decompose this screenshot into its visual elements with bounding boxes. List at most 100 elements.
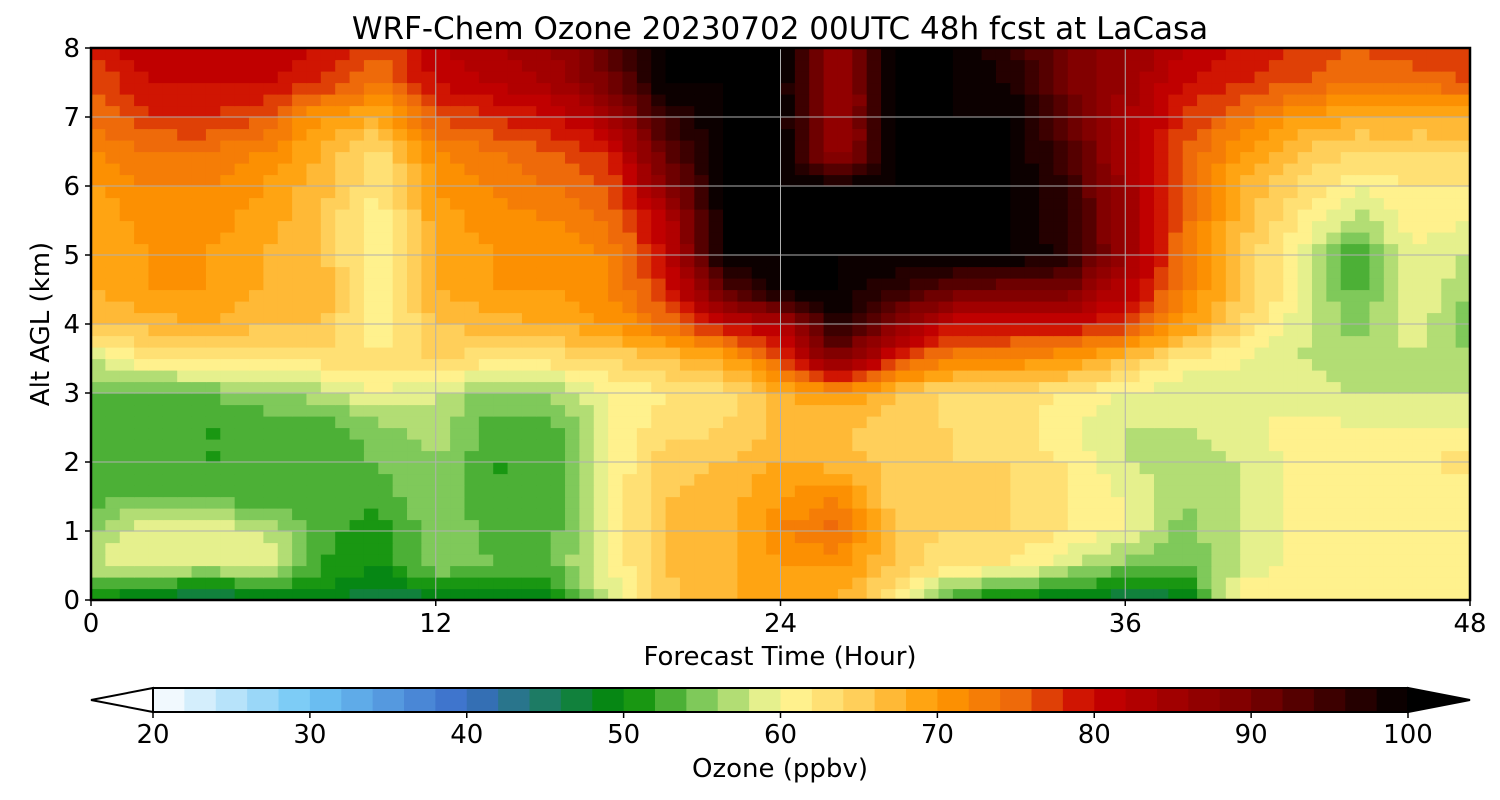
heatmap-cell — [823, 71, 839, 84]
heatmap-cell — [1168, 71, 1184, 84]
heatmap-cell — [895, 542, 911, 555]
heatmap-cell — [1139, 140, 1155, 153]
heatmap-cell — [579, 220, 595, 233]
heatmap-cell — [550, 462, 566, 475]
heatmap-cell — [292, 393, 308, 406]
heatmap-cell — [665, 117, 681, 130]
heatmap-cell — [909, 519, 925, 532]
heatmap-cell — [1240, 450, 1256, 463]
heatmap-cell — [823, 232, 839, 245]
heatmap-cell — [823, 370, 839, 383]
heatmap-cell — [952, 393, 968, 406]
heatmap-cell — [1311, 82, 1327, 95]
heatmap-cell — [694, 381, 710, 394]
heatmap-cell — [866, 140, 882, 153]
heatmap-cell — [148, 48, 164, 61]
heatmap-cell — [1283, 82, 1299, 95]
heatmap-cell — [407, 232, 422, 245]
heatmap-cell — [766, 335, 782, 348]
heatmap-cell — [938, 266, 954, 279]
heatmap-cell — [105, 289, 121, 302]
heatmap-cell — [277, 335, 293, 348]
heatmap-cell — [1297, 243, 1313, 256]
heatmap-cell — [292, 301, 308, 314]
heatmap-cell — [1182, 462, 1198, 475]
heatmap-cell — [967, 427, 983, 440]
heatmap-cell — [306, 554, 322, 567]
heatmap-cell — [1240, 301, 1256, 314]
heatmap-cell — [1096, 416, 1112, 429]
heatmap-cell — [881, 301, 897, 314]
heatmap-cell — [148, 393, 164, 406]
heatmap-cell — [550, 232, 566, 245]
heatmap-cell — [679, 312, 695, 325]
heatmap-cell — [1441, 450, 1457, 463]
heatmap-cell — [292, 163, 308, 176]
heatmap-cell — [1139, 554, 1155, 567]
heatmap-cell — [1311, 278, 1327, 291]
heatmap-cell — [493, 186, 509, 199]
heatmap-cell — [464, 82, 480, 95]
heatmap-cell — [1010, 531, 1026, 544]
heatmap-cell — [1139, 278, 1155, 291]
heatmap-cell — [1355, 473, 1371, 486]
heatmap-cell — [220, 404, 236, 417]
heatmap-cell — [1211, 485, 1227, 498]
heatmap-cell — [1254, 381, 1270, 394]
heatmap-cell — [177, 163, 193, 176]
heatmap-cell — [550, 473, 566, 486]
heatmap-cell — [349, 473, 365, 486]
heatmap-cell — [177, 266, 193, 279]
colorbar-label: Ozone (ppbv) — [692, 754, 868, 784]
heatmap-cell — [679, 128, 695, 141]
heatmap-cell — [852, 427, 868, 440]
heatmap-cell — [593, 473, 609, 486]
heatmap-cell — [1326, 301, 1342, 314]
heatmap-cell — [1053, 439, 1069, 452]
heatmap-cell — [220, 508, 236, 521]
heatmap-cell — [507, 347, 523, 360]
heatmap-cell — [723, 151, 738, 164]
heatmap-cell — [205, 496, 221, 509]
heatmap-cell — [1139, 255, 1155, 268]
heatmap-cell — [1211, 186, 1227, 199]
heatmap-cell — [1125, 358, 1141, 371]
heatmap-cell — [162, 82, 178, 95]
heatmap-cell — [737, 404, 753, 417]
heatmap-cell — [809, 266, 825, 279]
heatmap-cell — [1197, 301, 1213, 314]
heatmap-cell — [967, 266, 983, 279]
heatmap-cell — [565, 186, 580, 199]
heatmap-cell — [1211, 324, 1227, 337]
heatmap-cell — [421, 358, 437, 371]
heatmap-cell — [723, 554, 738, 567]
heatmap-cell — [1153, 301, 1169, 314]
heatmap-cell — [665, 174, 681, 187]
heatmap-cell — [608, 370, 624, 383]
heatmap-cell — [1441, 301, 1457, 314]
heatmap-cell — [737, 278, 753, 291]
heatmap-cell — [1082, 554, 1098, 567]
heatmap-cell — [335, 439, 351, 452]
heatmap-cell — [1355, 485, 1371, 498]
y-tick-label: 1 — [63, 517, 80, 547]
heatmap-cell — [205, 439, 221, 452]
heatmap-cell — [1412, 427, 1428, 440]
heatmap-cell — [1110, 140, 1126, 153]
heatmap-cell — [450, 473, 466, 486]
heatmap-cell — [565, 71, 580, 84]
heatmap-cell — [952, 324, 968, 337]
heatmap-cell — [1125, 462, 1141, 475]
heatmap-cell — [349, 450, 365, 463]
heatmap-cell — [895, 393, 911, 406]
heatmap-cell — [1096, 151, 1112, 164]
heatmap-cell — [1426, 174, 1442, 187]
heatmap-cell — [1326, 496, 1342, 509]
heatmap-cell — [349, 163, 365, 176]
heatmap-cell — [1426, 542, 1442, 555]
heatmap-cell — [177, 588, 193, 601]
heatmap-cell — [1455, 370, 1471, 383]
heatmap-cell — [1139, 565, 1155, 578]
heatmap-cell — [679, 82, 695, 95]
heatmap-cell — [1441, 255, 1457, 268]
